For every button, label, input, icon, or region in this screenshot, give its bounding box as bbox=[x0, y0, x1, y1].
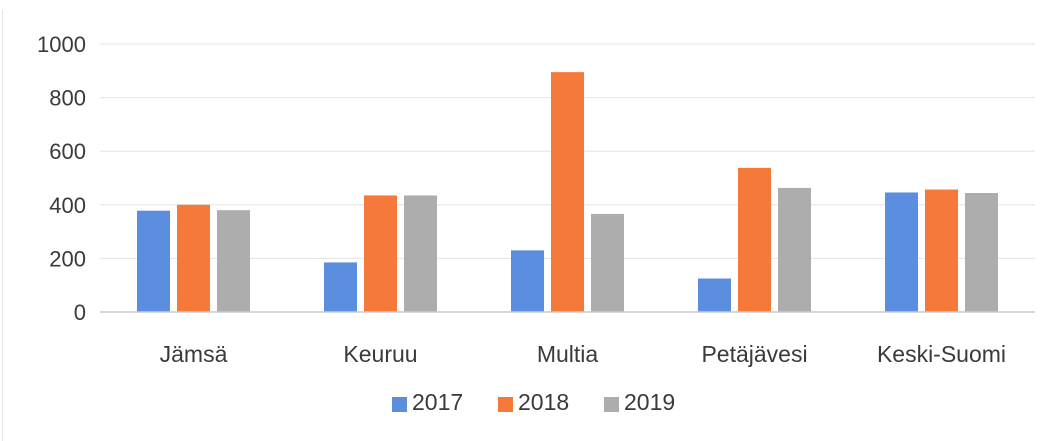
y-tick-label: 600 bbox=[49, 139, 86, 164]
bar-2019-2 bbox=[591, 213, 624, 312]
y-tick-label: 400 bbox=[49, 193, 86, 218]
legend-label-2018: 2018 bbox=[518, 389, 569, 415]
legend-swatch-2019 bbox=[604, 397, 619, 412]
legend-swatch-2018 bbox=[498, 397, 513, 412]
legend-swatch-2017 bbox=[392, 397, 407, 412]
bars bbox=[137, 72, 998, 312]
legend-label-2017: 2017 bbox=[412, 389, 463, 415]
x-axis: Jämsä Keuruu Multia Petäjävesi Keski-Suomi bbox=[100, 311, 1035, 367]
bar-2017-1 bbox=[324, 262, 357, 312]
y-tick-label: 200 bbox=[49, 246, 86, 271]
y-tick-label: 800 bbox=[49, 86, 86, 111]
legend-label-2019: 2019 bbox=[624, 389, 675, 415]
bar-2018-2 bbox=[551, 72, 584, 312]
x-tick-label: Multia bbox=[537, 341, 599, 367]
bar-2018-1 bbox=[364, 195, 397, 312]
bar-2019-1 bbox=[404, 195, 437, 312]
bar-2018-0 bbox=[177, 204, 210, 312]
x-tick-label: Jämsä bbox=[160, 341, 228, 367]
legend: 2017 2018 2019 bbox=[392, 389, 675, 415]
bar-2017-0 bbox=[137, 210, 170, 312]
y-tick-label: 0 bbox=[74, 300, 86, 325]
y-tick-label: 1000 bbox=[37, 32, 86, 57]
y-axis: 0 200 400 600 800 1000 bbox=[37, 32, 86, 325]
x-tick-label: Keuruu bbox=[343, 341, 417, 367]
bar-2019-3 bbox=[778, 187, 811, 312]
bar-2018-3 bbox=[738, 167, 771, 312]
x-tick-label: Petäjävesi bbox=[701, 341, 807, 367]
bar-2019-0 bbox=[217, 210, 250, 312]
x-tick-label: Keski-Suomi bbox=[877, 341, 1006, 367]
bar-2017-4 bbox=[885, 192, 918, 312]
bar-2017-3 bbox=[698, 278, 731, 312]
bar-2019-4 bbox=[965, 193, 998, 312]
bar-2017-2 bbox=[511, 250, 544, 312]
bar-2018-4 bbox=[925, 189, 958, 312]
